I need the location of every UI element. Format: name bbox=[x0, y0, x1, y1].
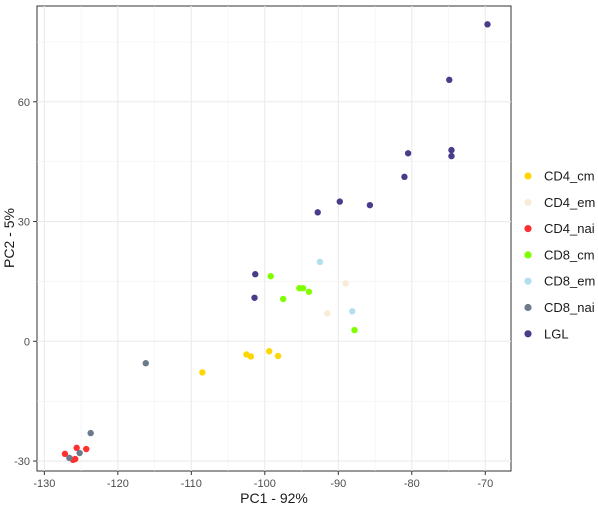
x-tick-label: -70 bbox=[477, 478, 493, 490]
y-tick-label: 0 bbox=[24, 336, 30, 348]
legend-label: CD8_em bbox=[544, 274, 595, 289]
legend-label: CD8_nai bbox=[544, 300, 595, 315]
legend-key-cd8-cm bbox=[524, 251, 532, 259]
data-point-cd4-cm bbox=[199, 369, 206, 376]
y-axis-ticks: -30 0 30 60 bbox=[14, 97, 37, 468]
data-point-lgl bbox=[484, 21, 491, 28]
data-point-cd8-nai bbox=[142, 360, 149, 367]
x-tick-label: -110 bbox=[181, 478, 202, 490]
data-point-cd8-em bbox=[316, 258, 324, 266]
x-tick-label: -80 bbox=[404, 478, 420, 490]
legend-key-lgl bbox=[524, 330, 532, 338]
data-point-lgl bbox=[252, 271, 259, 278]
x-tick-label: -130 bbox=[33, 478, 55, 490]
data-point-cd4-cm bbox=[266, 348, 273, 355]
legend-key-cd8-em bbox=[524, 277, 532, 285]
data-point-cd8-nai bbox=[87, 429, 94, 437]
data-point-cd4-nai bbox=[73, 444, 80, 452]
legend-key-cd4-em bbox=[524, 198, 532, 206]
x-tick-label: -100 bbox=[254, 478, 276, 490]
x-tick-label: -90 bbox=[330, 478, 346, 490]
legend: CD4_cm CD4_em CD4_nai CD8_cm CD8_em CD8_nai LG… bbox=[524, 169, 595, 341]
data-point-cd4-em bbox=[342, 280, 349, 287]
data-point-lgl bbox=[314, 209, 321, 216]
data-point-lgl bbox=[404, 150, 412, 157]
x-tick-label: -120 bbox=[107, 478, 129, 490]
data-point-cd8-nai bbox=[66, 454, 73, 462]
data-point-lgl bbox=[366, 201, 374, 209]
legend-label: CD4_nai bbox=[544, 221, 595, 236]
data-point-cd4-nai bbox=[61, 450, 69, 458]
data-point-cd4-cm bbox=[247, 353, 255, 360]
data-point-cd4-nai bbox=[72, 455, 79, 463]
legend-label: LGL bbox=[544, 326, 569, 341]
data-point-cd8-cm bbox=[267, 273, 274, 280]
data-point-lgl bbox=[448, 146, 455, 154]
data-point-cd8-cm bbox=[351, 326, 358, 334]
grid-lines bbox=[37, 6, 511, 471]
data-points bbox=[61, 21, 491, 464]
legend-label: CD4_cm bbox=[544, 169, 595, 184]
data-point-cd8-cm bbox=[279, 295, 287, 303]
data-point-lgl bbox=[251, 294, 258, 301]
legend-label: CD8_cm bbox=[544, 247, 595, 262]
data-point-lgl bbox=[336, 198, 343, 205]
legend-key-cd8-nai bbox=[524, 303, 532, 312]
y-tick-label: 30 bbox=[18, 217, 30, 229]
data-point-lgl bbox=[448, 152, 455, 160]
x-axis-title: PC1 - 92% bbox=[240, 490, 308, 506]
y-tick-label: -30 bbox=[14, 456, 30, 468]
data-point-cd8-cm bbox=[299, 284, 307, 292]
data-point-cd8-cm bbox=[305, 288, 313, 295]
plot-panel bbox=[36, 5, 512, 472]
data-point-lgl bbox=[446, 76, 453, 84]
data-point-cd8-em bbox=[349, 308, 356, 315]
legend-key-cd4-cm bbox=[524, 172, 532, 180]
data-point-cd4-nai bbox=[83, 445, 90, 453]
data-point-cd4-em bbox=[324, 310, 331, 317]
legend-key-cd4-nai bbox=[524, 225, 532, 233]
data-point-cd8-nai bbox=[76, 449, 83, 457]
legend-label: CD4_em bbox=[544, 195, 595, 210]
data-point-lgl bbox=[401, 173, 408, 181]
y-axis-title: PC2 - 5% bbox=[1, 208, 17, 268]
data-point-cd4-cm bbox=[274, 352, 282, 360]
x-axis-ticks: -130 -120 -110 -100 -90 -80 -70 bbox=[33, 471, 493, 490]
y-tick-label: 60 bbox=[18, 97, 30, 109]
